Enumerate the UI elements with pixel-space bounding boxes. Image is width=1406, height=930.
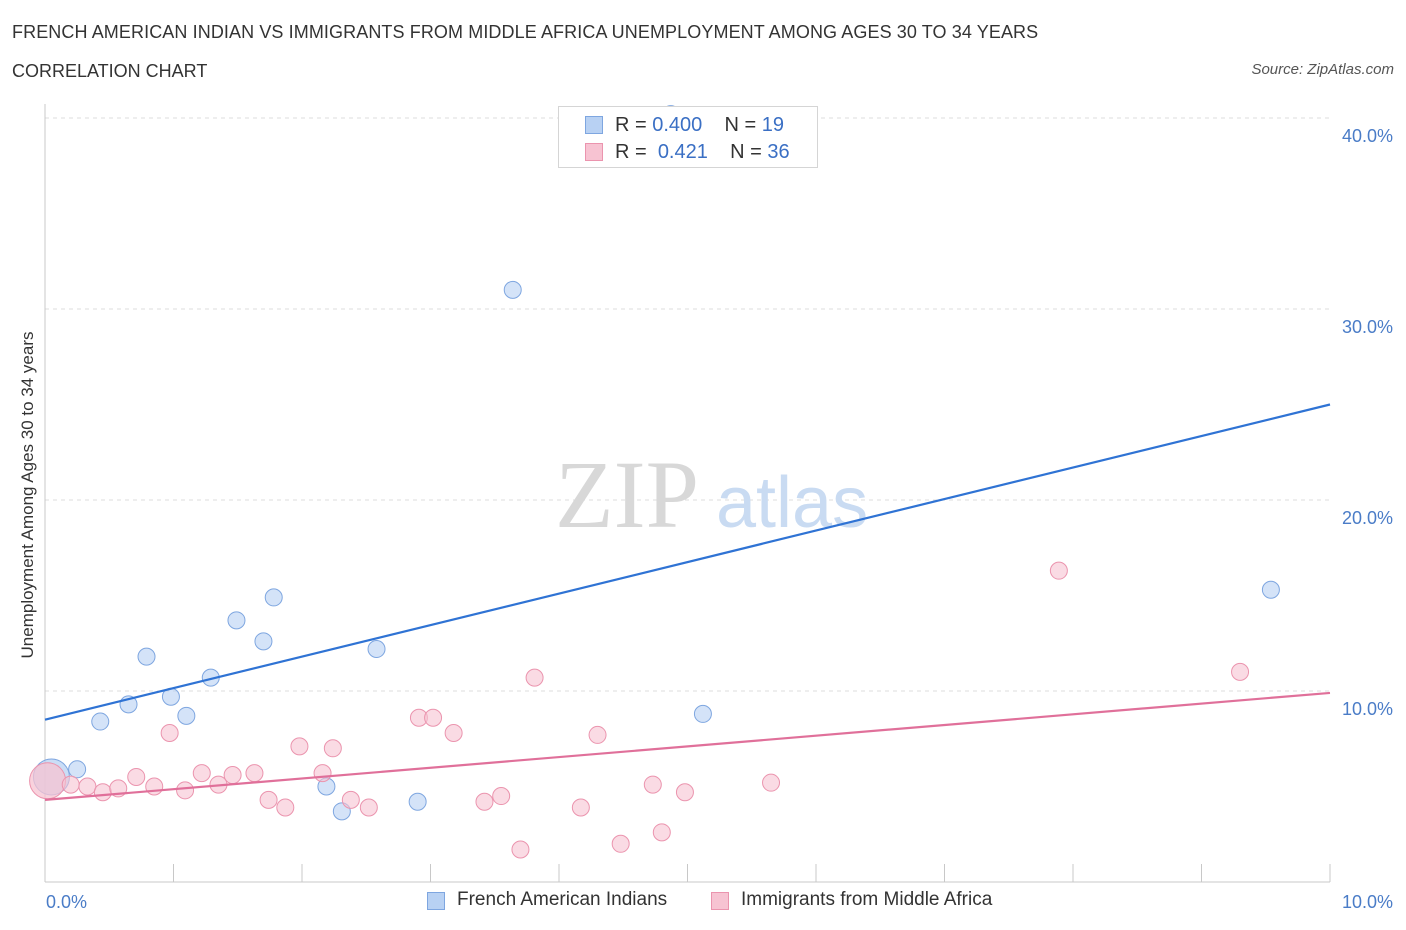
middle-africa-point-0 [29,762,67,800]
french-american-indians-point-17 [693,704,712,723]
legend-r-label: R = [615,141,647,163]
legend-r-label: R = [615,114,647,136]
legend-r-value: 0.400 [652,114,703,136]
x-tick-label-min: 0.0% [46,892,87,912]
bottom-legend-label: Immigrants from Middle Africa [741,889,993,910]
bottom-legend-swatch-pink [711,892,729,910]
middle-africa-point-15 [290,737,309,756]
tick-labels: 10.0% 20.0% 30.0% 40.0% 0.0% 10.0% [46,126,1393,912]
chart-subtitle: CORRELATION CHART [12,61,208,81]
french-american-indians-point-13 [367,639,386,658]
middle-africa-point-14 [276,798,295,817]
chart-title: FRENCH AMERICAN INDIAN VS IMMIGRANTS FRO… [12,22,1039,42]
french-american-indians-point-8 [227,611,246,630]
middle-africa-point-9 [192,764,211,783]
middle-africa-point-35 [1231,662,1250,681]
middle-africa-point-5 [127,767,146,786]
middle-africa-point-8 [176,781,195,800]
legend-n-label: N = [724,114,757,136]
legend-r-value: 0.421 [657,141,708,163]
middle-africa-point-12 [245,764,264,783]
trend-line-french-american-indians [44,403,1331,721]
y-axis-label: Unemployment Among Ages 30 to 34 years [18,332,37,659]
axes [44,104,1331,883]
middle-africa-point-11 [223,766,242,785]
gridlines [45,117,1330,692]
french-american-indians-point-1 [68,760,87,779]
middle-africa-point-23 [475,792,494,811]
source-label: Source: ZipAtlas.com [1251,61,1394,78]
bottom-legend-label: French American Indians [457,889,668,910]
legend-n-value: 36 [767,141,790,163]
bottom-legend-swatch-blue [427,892,445,910]
middle-africa-point-31 [652,823,671,842]
watermark-zip: ZIP [555,441,699,548]
y-tick-label: 20.0% [1342,508,1393,528]
french-american-indians-point-4 [137,647,156,666]
middle-africa-point-29 [611,834,630,853]
middle-africa-point-13 [259,790,278,809]
french-american-indians-point-18 [1261,580,1280,599]
french-american-indians-point-15 [503,280,522,299]
trend-lines [44,403,1331,801]
trend-line-middle-africa [44,691,1331,801]
middle-africa-point-33 [762,773,781,792]
french-american-indians-point-6 [177,706,196,725]
middle-africa-point-3 [93,783,112,802]
middle-africa-point-27 [571,798,590,817]
legend-swatch-pink [585,143,603,161]
middle-africa-point-32 [675,783,694,802]
legend-n-label: N = [730,141,762,163]
middle-africa-point-25 [511,840,530,859]
middle-africa-point-22 [444,724,463,743]
y-tick-label: 30.0% [1342,317,1393,337]
middle-africa-point-18 [341,790,360,809]
middle-africa-point-26 [525,668,544,687]
watermark-atlas: atlas [716,463,868,543]
middle-africa-point-30 [643,775,662,794]
french-american-indians-point-9 [254,632,273,651]
middle-africa-point-28 [588,725,607,744]
zipatlas-watermark: ZIP atlas [555,441,868,548]
y-tick-label: 40.0% [1342,126,1393,146]
stats-legend: R = 0.400 N = 19 R = 0.421 N = 36 [558,106,818,168]
y-tick-label: 10.0% [1342,699,1393,719]
middle-africa-point-7 [160,724,179,743]
middle-africa-point-34 [1049,561,1068,580]
middle-africa-point-24 [492,787,511,806]
french-american-indians-point-14 [408,792,427,811]
middle-africa-point-6 [145,777,164,796]
middle-africa-point-21 [424,708,443,727]
french-american-indians-point-10 [264,588,283,607]
legend-n-value: 19 [761,114,785,136]
french-american-indians-point-2 [91,712,110,731]
middle-africa-point-17 [323,739,342,758]
middle-africa-point-19 [359,798,378,817]
legend-swatch-blue [585,116,603,134]
middle-africa-point-16 [313,764,332,783]
middle-africa-point-2 [78,777,97,796]
x-tick-label-max: 10.0% [1342,892,1393,912]
middle-africa-point-1 [61,775,80,794]
